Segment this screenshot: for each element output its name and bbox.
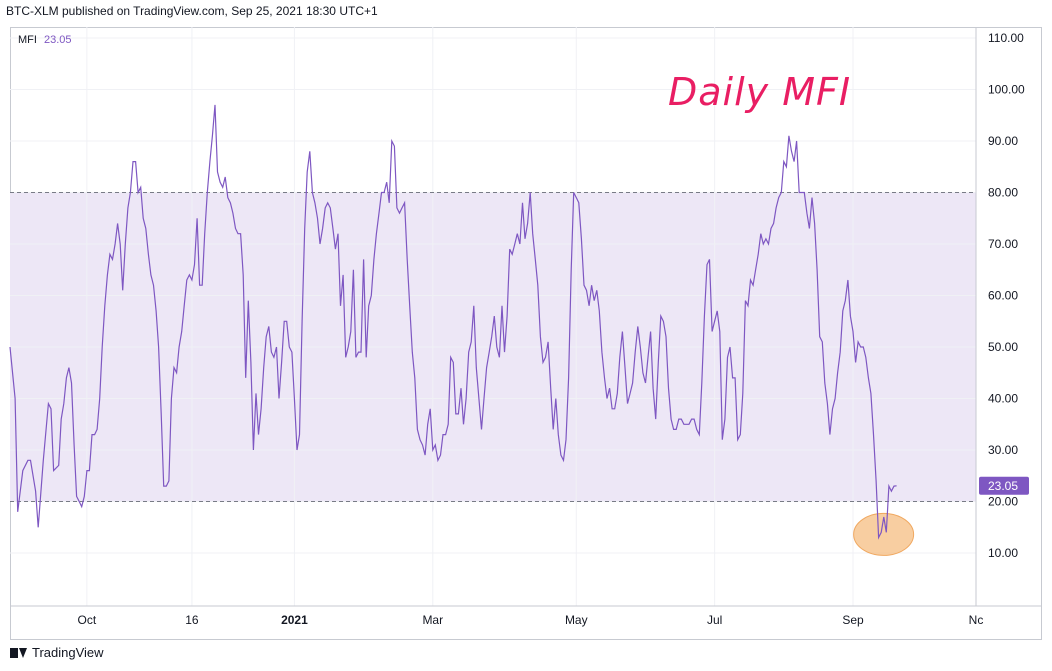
y-tick-label: 90.00	[988, 134, 1018, 148]
y-tick-label: 100.00	[988, 83, 1025, 97]
x-tick-label: Nc	[969, 613, 984, 627]
legend-name: MFI	[18, 34, 37, 46]
x-tick-label: 2021	[281, 613, 308, 627]
indicator-legend[interactable]: MFI 23.05	[18, 34, 72, 46]
oversold-highlight-circle	[853, 512, 915, 556]
y-tick-label: 80.00	[988, 186, 1018, 200]
annotation-text: Daily MFI	[668, 70, 852, 114]
x-tick-label: Jul	[707, 613, 722, 627]
y-tick-label: 20.00	[988, 495, 1018, 509]
x-tick-label: Oct	[78, 613, 97, 627]
last-value-text: 23.05	[988, 479, 1018, 493]
brand-name: TradingView	[32, 645, 104, 660]
y-tick-label: 50.00	[988, 340, 1018, 354]
footer-branding[interactable]: TradingView	[10, 645, 104, 660]
time-axis: Oct 16 2021 Mar May Jul Sep Nc	[78, 613, 984, 627]
x-tick-label: May	[565, 613, 588, 627]
y-tick-label: 30.00	[988, 443, 1018, 457]
y-tick-label: 10.00	[988, 546, 1018, 560]
y-tick-label: 60.00	[988, 289, 1018, 303]
last-value-badge	[979, 476, 1029, 495]
x-tick-label: 16	[185, 613, 199, 627]
legend-value: 23.05	[44, 34, 72, 46]
publisher-caption: BTC-XLM published on TradingView.com, Se…	[6, 4, 378, 18]
price-axis: 110.00 100.00 90.00 80.00 70.00 60.00 50.00 40.…	[988, 31, 1025, 560]
last-value-label: 23.05	[979, 476, 1029, 495]
x-tick-label: Sep	[842, 613, 864, 627]
y-tick-label: 110.00	[988, 31, 1024, 45]
y-tick-label: 40.00	[988, 392, 1018, 406]
mfi-series-line	[9, 104, 897, 540]
tradingview-logo-icon	[10, 647, 28, 659]
x-tick-label: Mar	[422, 613, 443, 627]
y-tick-label: 70.00	[988, 237, 1018, 251]
